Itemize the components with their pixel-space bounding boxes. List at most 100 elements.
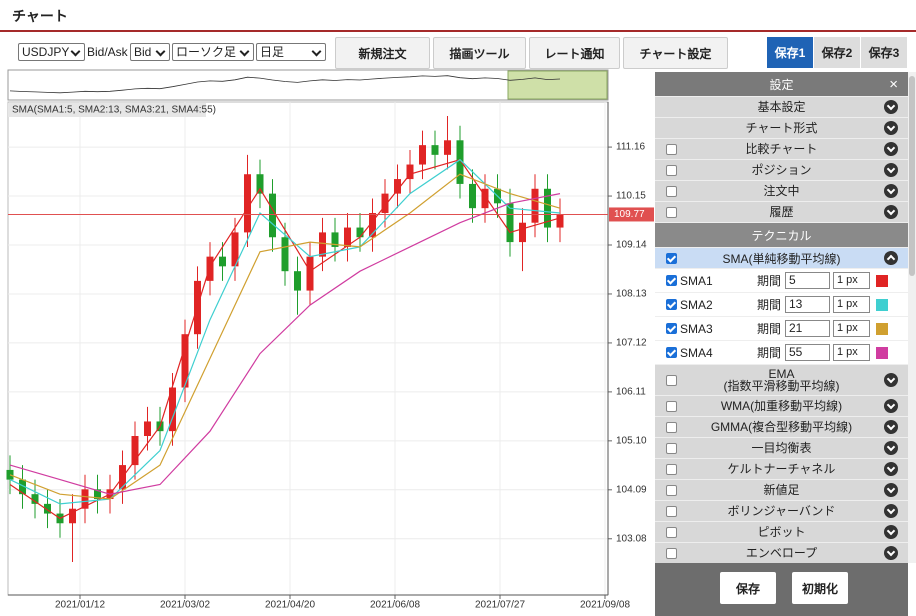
checkbox[interactable] — [666, 185, 677, 197]
width-select[interactable]: 1 px — [833, 272, 870, 289]
settings-panel: 設定 × 基本設定 チャート形式 比較チャート ポジション 注文中 履歴 テクニカル SMA(単純… — [655, 72, 908, 563]
candle-body — [319, 232, 326, 257]
candle-body — [419, 145, 426, 165]
save-tab[interactable]: 保存1 — [767, 37, 813, 68]
period-label: 期間 — [757, 274, 782, 288]
checkbox[interactable] — [666, 421, 677, 433]
settings-row[interactable]: ボリンジャーバンド — [655, 501, 908, 521]
settings-row[interactable]: エンベロープ — [655, 543, 908, 563]
expand-icon[interactable] — [884, 373, 898, 387]
row-label: チャート形式 — [745, 121, 818, 135]
toolbar-button[interactable]: 新規注文 — [335, 37, 430, 69]
settings-row[interactable]: 新値足 — [655, 480, 908, 500]
expand-icon[interactable] — [884, 462, 898, 476]
settings-row[interactable]: 履歴 — [655, 202, 908, 222]
expand-icon[interactable] — [884, 142, 898, 156]
y-tick-label: 104.09 — [616, 484, 647, 495]
period-input[interactable]: 21 — [785, 320, 830, 337]
settings-row[interactable]: 基本設定 — [655, 97, 908, 117]
expand-icon[interactable] — [884, 399, 898, 413]
checkbox[interactable] — [666, 526, 677, 538]
candle-body — [394, 179, 401, 194]
checkbox[interactable] — [666, 299, 677, 310]
checkbox[interactable] — [666, 347, 677, 358]
checkbox[interactable] — [666, 400, 677, 412]
checkbox[interactable] — [666, 164, 677, 176]
width-select[interactable]: 1 px — [833, 296, 870, 313]
scroll-thumb[interactable] — [909, 76, 915, 276]
select[interactable]: USDJPY — [18, 43, 85, 61]
candle-body — [19, 479, 26, 495]
expand-icon[interactable] — [884, 504, 898, 518]
settings-row[interactable]: GMMA(複合型移動平均線) — [655, 417, 908, 437]
y-tick-label: 103.08 — [616, 533, 647, 544]
expand-icon[interactable] — [884, 546, 898, 560]
settings-row[interactable]: ピボット — [655, 522, 908, 542]
expand-icon[interactable] — [884, 205, 898, 219]
row-label: SMA(単純移動平均線) — [722, 251, 841, 266]
color-swatch[interactable] — [876, 346, 888, 359]
settings-row[interactable]: ケルトナーチャネル — [655, 459, 908, 479]
width-select[interactable]: 1 px — [833, 344, 870, 361]
row-label: ボリンジャーバンド — [727, 504, 836, 518]
expand-icon[interactable] — [884, 121, 898, 135]
candle-body — [344, 227, 351, 247]
panel-close[interactable]: × — [889, 75, 898, 93]
save-tab[interactable]: 保存2 — [814, 37, 860, 68]
select[interactable]: Bid — [130, 43, 170, 61]
settings-row[interactable]: チャート形式 — [655, 118, 908, 138]
settings-row[interactable]: 注文中 — [655, 181, 908, 201]
settings-row[interactable]: ポジション — [655, 160, 908, 180]
checkbox[interactable] — [666, 252, 677, 264]
checkbox[interactable] — [666, 547, 677, 559]
sma-row[interactable]: SMA(単純移動平均線) — [655, 248, 908, 268]
footer-button[interactable]: 初期化 — [792, 572, 848, 604]
save-tab[interactable]: 保存3 — [861, 37, 907, 68]
expand-icon[interactable] — [884, 184, 898, 198]
candle-body — [369, 213, 376, 238]
width-select[interactable]: 1 px — [833, 320, 870, 337]
color-swatch[interactable] — [876, 322, 888, 335]
checkbox[interactable] — [666, 206, 677, 218]
candle-body — [44, 503, 51, 514]
footer-button[interactable]: 保存 — [720, 572, 776, 604]
color-swatch[interactable] — [876, 298, 888, 311]
color-swatch[interactable] — [876, 274, 888, 287]
x-tick-label: 2021/03/02 — [160, 600, 210, 611]
expand-icon[interactable] — [884, 525, 898, 539]
row-label: エンベロープ — [745, 546, 818, 560]
toolbar-button[interactable]: 描画ツール — [433, 37, 526, 69]
legend-text: SMA(SMA1:5, SMA2:13, SMA3:21, SMA4:55) — [12, 105, 216, 116]
row-label: 一目均衡表 — [751, 441, 812, 455]
settings-row[interactable]: 比較チャート — [655, 139, 908, 159]
checkbox[interactable] — [666, 143, 677, 155]
period-input[interactable]: 13 — [785, 296, 830, 313]
select[interactable]: 日足 — [256, 43, 326, 61]
checkbox[interactable] — [666, 442, 677, 454]
expand-icon[interactable] — [884, 483, 898, 497]
settings-row[interactable]: EMA (指数平滑移動平均線) — [655, 365, 908, 395]
candle-body — [31, 494, 39, 504]
select[interactable]: ローソク足 — [172, 43, 254, 61]
candle-body — [381, 193, 389, 214]
settings-row[interactable]: 一目均衡表 — [655, 438, 908, 458]
checkbox[interactable] — [666, 484, 677, 496]
checkbox[interactable] — [666, 374, 677, 386]
settings-row[interactable]: WMA(加重移動平均線) — [655, 396, 908, 416]
expand-icon[interactable] — [884, 420, 898, 434]
candle-body — [544, 188, 551, 228]
period-input[interactable]: 5 — [785, 272, 830, 289]
period-input[interactable]: 55 — [785, 344, 830, 361]
expand-icon[interactable] — [884, 441, 898, 455]
checkbox[interactable] — [666, 323, 677, 334]
row-label: GMMA(複合型移動平均線) — [710, 420, 853, 434]
checkbox[interactable] — [666, 505, 677, 517]
y-tick-label: 106.11 — [616, 387, 646, 398]
toolbar-button[interactable]: レート通知 — [529, 37, 620, 69]
expand-icon[interactable] — [884, 163, 898, 177]
toolbar-button[interactable]: チャート設定 — [623, 37, 728, 69]
collapse-icon[interactable] — [884, 251, 898, 265]
checkbox[interactable] — [666, 275, 677, 286]
expand-icon[interactable] — [884, 100, 898, 114]
checkbox[interactable] — [666, 463, 677, 475]
